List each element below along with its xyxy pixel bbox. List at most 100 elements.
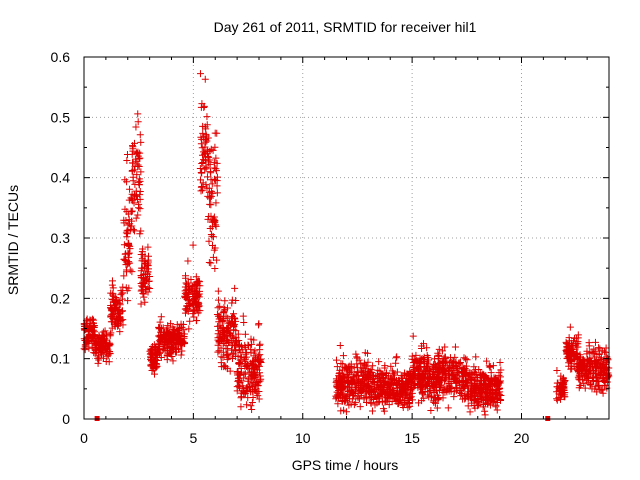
data-point [89,323,97,331]
data-point [338,366,346,374]
data-point [200,104,208,112]
data-point [388,367,396,375]
data-point [597,369,605,377]
data-point [473,390,481,398]
data-point [444,385,452,393]
data-point [105,358,113,366]
data-point [357,369,365,377]
data-point [462,362,470,370]
data-point [444,404,452,412]
data-point [122,261,130,269]
data-point [234,352,242,360]
data-point [106,332,114,340]
data-point [388,379,396,387]
data-point [235,336,243,344]
data-point [478,395,486,403]
data-point [337,407,345,415]
data-point [334,400,342,408]
data-point [580,380,588,388]
data-point [156,318,164,326]
data-point [134,161,142,169]
data-point [495,371,503,379]
data-point [109,291,117,299]
data-point [123,178,131,186]
data-point [421,373,429,381]
data-point [257,358,265,366]
data-point [235,359,243,367]
data-point [496,377,504,385]
data-point [216,332,224,340]
data-point [594,378,602,386]
data-point [144,260,152,268]
data-point [387,362,395,370]
data-point [409,372,417,380]
data-point [349,395,357,403]
y-tick-label: 0.5 [51,109,71,125]
data-point [119,316,127,324]
data-point [574,331,582,339]
data-point [214,287,222,295]
data-point [128,167,136,175]
data-point [238,389,246,397]
x-tick-label: 20 [514,430,530,446]
data-point [602,371,610,379]
data-point [410,365,418,373]
data-point [232,347,240,355]
data-point [424,354,432,362]
data-point [248,399,256,407]
data-point [257,375,265,383]
data-point [583,371,591,379]
data-point [211,129,219,137]
data-point [140,293,148,301]
data-point [433,404,441,412]
data-point [399,389,407,397]
data-point [215,347,223,355]
data-point [423,362,431,370]
data-point [247,402,255,410]
data-point [98,350,106,358]
data-point [90,326,98,334]
data-point [128,217,136,225]
data-point [182,309,190,317]
data-point [237,394,245,402]
data-point [411,374,419,382]
x-tick-label: 5 [189,430,197,446]
data-point [236,383,244,391]
data-point [128,150,136,158]
data-point [193,299,201,307]
data-point [414,358,422,366]
data-point [405,394,413,402]
data-point [351,385,359,393]
data-point [360,395,368,403]
data-point [459,369,467,377]
data-point [231,284,239,292]
data-point [411,382,419,390]
data-point [228,313,236,321]
data-point [124,297,132,305]
data-point [197,183,205,191]
data-point [135,200,143,208]
data-point [129,226,137,234]
data-point [457,367,465,375]
data-point [484,399,492,407]
data-point [140,275,148,283]
data-point [447,363,455,371]
data-point [169,357,177,365]
data-point [234,377,242,385]
data-point [137,300,145,308]
data-point [181,283,189,291]
data-point [178,323,186,331]
data-point [593,388,601,396]
data-point [430,361,438,369]
data-point [210,246,218,254]
data-point [574,340,582,348]
data-point [187,275,195,283]
data-point [476,386,484,394]
data-point [496,359,504,367]
data-point [203,137,211,145]
data-point [201,75,209,83]
data-point [365,383,373,391]
data-point [208,218,216,226]
data-point [165,343,173,351]
data-point [160,341,168,349]
